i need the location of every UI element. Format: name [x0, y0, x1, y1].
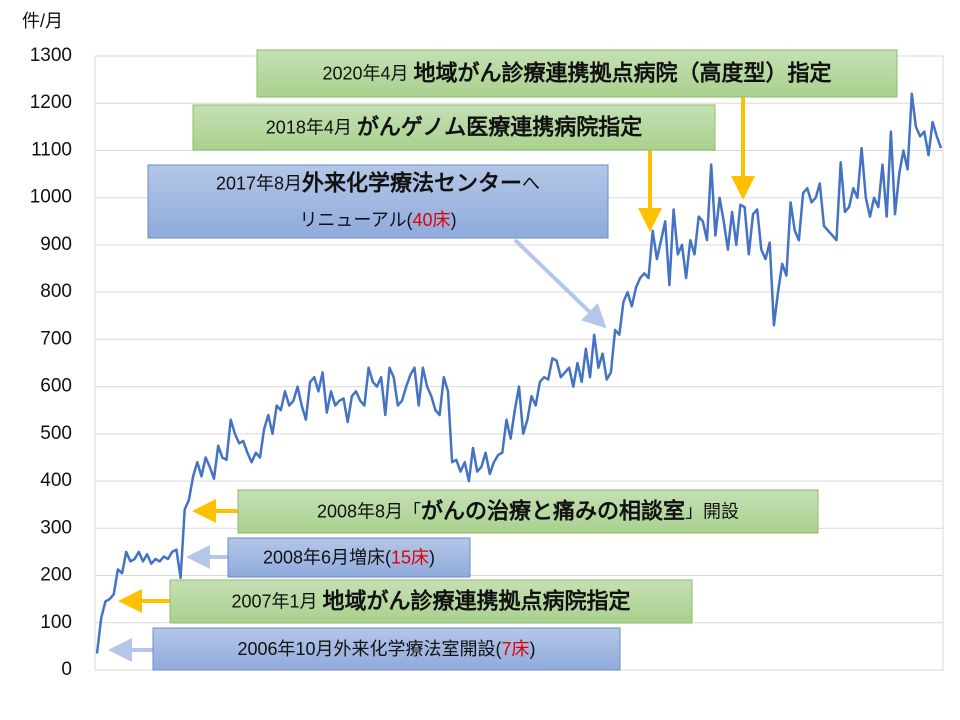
- annotation-box: [169, 579, 693, 624]
- annotation-run: リニューアル(: [299, 210, 412, 230]
- annotation-box: [237, 489, 819, 534]
- y-tick-label: 400: [40, 470, 72, 491]
- annotation-text: 2006年10月外来化学療法室開設(7床): [237, 639, 535, 659]
- annotation-run: 」開設: [685, 501, 739, 521]
- y-tick-label: 200: [40, 565, 72, 586]
- annotation-run: 2008年8月「: [317, 501, 421, 521]
- annotation-run: がんの治療と痛みの相談室: [421, 498, 685, 523]
- annotation-run: 2006年10月外来化学療法室開設(: [237, 639, 501, 659]
- y-tick-label: 600: [40, 376, 72, 397]
- y-tick-label: 300: [40, 517, 72, 538]
- annotation-box: [256, 49, 898, 98]
- y-tick-label: 100: [40, 612, 72, 633]
- annotation-run: 2007年1月: [231, 591, 322, 611]
- annotation-run: 地域がん診療連携拠点病院指定: [323, 588, 631, 613]
- annotation-box: [152, 627, 621, 671]
- annotation-run: ): [530, 639, 536, 659]
- annotation-text: 2008年8月「がんの治療と痛みの相談室」開設: [317, 498, 739, 523]
- annotation-run: ): [451, 210, 457, 230]
- y-tick-label: 1100: [31, 139, 72, 160]
- y-tick-label: 1000: [30, 187, 72, 208]
- y-unit: 件/月: [22, 11, 63, 31]
- annotation-run: 7床: [502, 639, 530, 659]
- annotation-box: [147, 164, 609, 239]
- y-tick-label: 700: [40, 328, 72, 349]
- annotation-text: 2020年4月 地域がん診療連携拠点病院（高度型）指定: [322, 60, 831, 85]
- annotation-run: 2020年4月: [322, 63, 413, 83]
- arrows: [108, 97, 755, 662]
- annotation-run: 2008年6月増床(: [263, 547, 391, 567]
- annotation-run: ): [429, 547, 435, 567]
- annotation-box: [227, 537, 471, 578]
- annotation-run: 2018年4月: [266, 117, 357, 137]
- y-tick-label: 0: [61, 659, 72, 680]
- annotation-text: 2017年8月外来化学療法センターへ: [216, 170, 540, 195]
- annotation-run: へ: [522, 173, 540, 193]
- annotation-run: がんゲノム医療連携病院指定: [357, 114, 642, 139]
- arrow: [513, 238, 607, 329]
- data-line: [95, 92, 943, 654]
- annotation-run: 15床: [391, 547, 429, 567]
- annotation-text: 2018年4月 がんゲノム医療連携病院指定: [266, 114, 642, 139]
- y-tick-label: 500: [40, 423, 72, 444]
- y-tick-label: 800: [40, 281, 72, 302]
- y-tick-label: 900: [40, 234, 72, 255]
- annotation-run: 外来化学療法センター: [302, 170, 522, 195]
- annotation-text: 2007年1月 地域がん診療連携拠点病院指定: [231, 588, 630, 613]
- y-tick-label: 1200: [30, 92, 72, 113]
- annotation-text: 2008年6月増床(15床): [263, 547, 435, 567]
- annotation-run: 2017年8月: [216, 173, 302, 193]
- annotation-text: リニューアル(40床): [299, 210, 456, 230]
- annotation-box: [192, 104, 716, 151]
- annotation-run: 40床: [413, 210, 451, 230]
- annotation-run: 地域がん診療連携拠点病院（高度型）指定: [414, 60, 832, 85]
- y-tick-label: 1300: [30, 45, 72, 66]
